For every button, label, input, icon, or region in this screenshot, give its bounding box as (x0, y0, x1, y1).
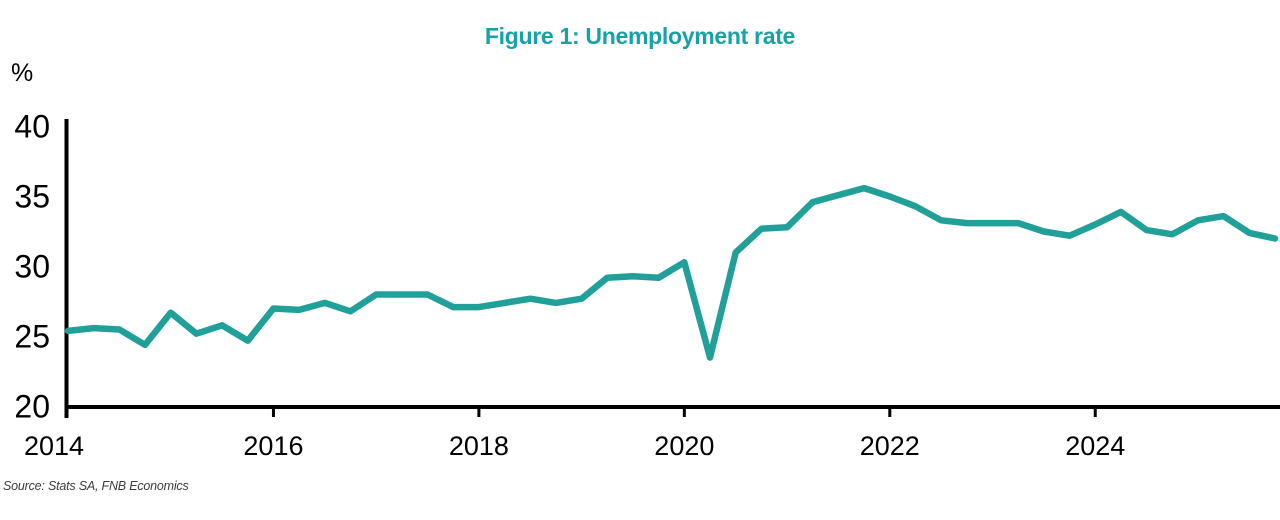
source-note: Source: Stats SA, FNB Economics (3, 479, 189, 493)
x-tick-label: 2022 (860, 431, 920, 461)
unemployment-rate-line-series (64, 184, 1279, 361)
x-tick-label: 2020 (654, 431, 714, 461)
y-tick-label: 30 (14, 249, 50, 285)
y-tick-label: 40 (14, 109, 50, 145)
x-tick-label: 2014 (24, 431, 84, 461)
chart-title: Figure 1: Unemployment rate (484, 23, 796, 49)
x-tick-label: 2018 (449, 431, 509, 461)
y-tick-label: 25 (14, 319, 50, 355)
y-tick-label: 20 (14, 389, 50, 425)
x-tick-label: 2016 (243, 431, 303, 461)
x-tick-label: 2024 (1065, 431, 1125, 461)
y-axis-unit-label: % (11, 59, 34, 87)
y-tick-label: 35 (14, 179, 50, 215)
